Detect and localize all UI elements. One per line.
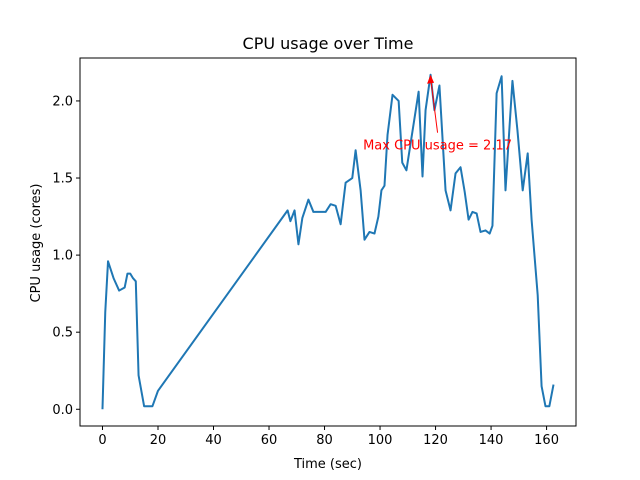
- x-tick-label: 140: [479, 433, 504, 448]
- y-tick-label: 0.0: [52, 403, 73, 418]
- x-tick-label: 60: [261, 433, 278, 448]
- x-tick-label: 80: [316, 433, 333, 448]
- y-tick-label: 2.0: [52, 94, 73, 109]
- x-axis-label: Time (sec): [293, 457, 362, 472]
- y-tick-label: 1.5: [52, 172, 73, 187]
- y-tick-label: 1.0: [52, 249, 73, 264]
- annotation-arrow: [430, 77, 439, 133]
- annotation-arrowhead: [427, 74, 435, 84]
- x-tick-label: 20: [150, 433, 167, 448]
- x-tick-label: 0: [98, 433, 106, 448]
- x-tick-label: 40: [205, 433, 222, 448]
- x-tick-label: 160: [534, 433, 559, 448]
- plot-frame: [79, 57, 577, 427]
- annotation-text: Max CPU usage = 2.17: [363, 139, 512, 154]
- y-tick-label: 0.5: [52, 326, 73, 341]
- chart-title: CPU usage over Time: [243, 34, 414, 53]
- x-tick-label: 100: [368, 433, 393, 448]
- y-axis-label: CPU usage (cores): [29, 184, 44, 303]
- x-tick-label: 120: [423, 433, 448, 448]
- line-series: [101, 73, 555, 410]
